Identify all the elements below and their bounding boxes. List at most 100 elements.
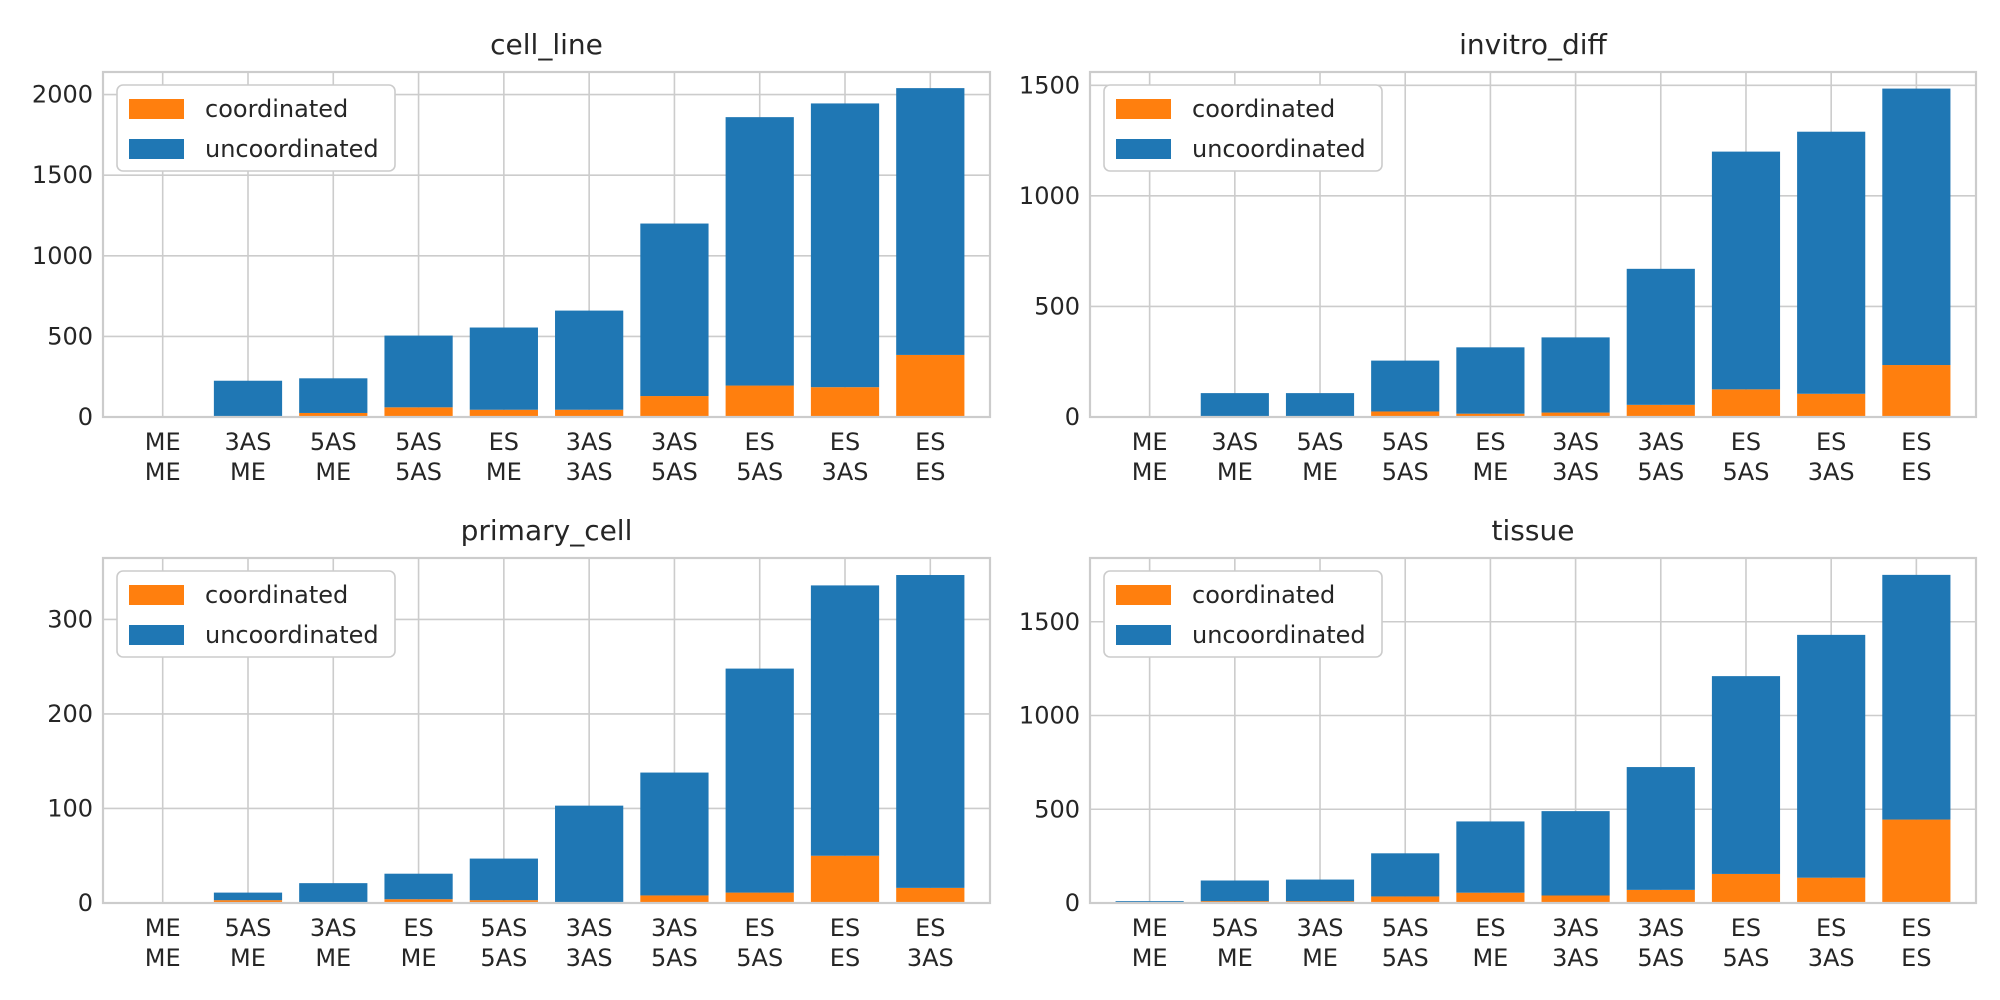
plot-frame bbox=[1088, 70, 1978, 419]
bar-coordinated bbox=[810, 387, 880, 417]
subplot-title: cell_line bbox=[490, 28, 603, 61]
x-tick-label: ME bbox=[230, 458, 266, 486]
y-tick-label: 1000 bbox=[32, 242, 93, 270]
x-tick-label: ES bbox=[1901, 428, 1931, 456]
x-tick-label: 5AS bbox=[480, 944, 527, 972]
subplot-title: primary_cell bbox=[461, 514, 633, 547]
bar-uncoordinated bbox=[469, 327, 538, 410]
x-tick-label: 5AS bbox=[736, 458, 783, 486]
y-tick-label: 1000 bbox=[1019, 182, 1080, 210]
bar-coordinated bbox=[1626, 889, 1695, 903]
x-tick-label: ME bbox=[145, 914, 181, 942]
bar-uncoordinated bbox=[725, 668, 794, 893]
bar-uncoordinated bbox=[384, 335, 453, 408]
bar-coordinated bbox=[896, 887, 965, 903]
x-tick-label: 5AS bbox=[651, 458, 698, 486]
legend-label-uncoordinated: uncoordinated bbox=[1192, 621, 1366, 649]
subplot-invitro_diff: 050010001500MEME3ASME5ASME5AS5ASESME3AS3… bbox=[1019, 28, 1978, 486]
x-tick-label: 3AS bbox=[1637, 428, 1684, 456]
x-tick-label: ME bbox=[145, 944, 181, 972]
y-tick-label: 0 bbox=[78, 403, 93, 431]
x-tick-label: ME bbox=[401, 944, 437, 972]
bar-uncoordinated bbox=[1200, 393, 1269, 417]
legend-swatch-coordinated bbox=[129, 585, 184, 605]
x-tick-label: ES bbox=[915, 458, 945, 486]
x-tick-label: ES bbox=[1901, 914, 1931, 942]
x-tick-label: ES bbox=[745, 914, 775, 942]
x-tick-label: 5AS bbox=[1382, 458, 1429, 486]
x-tick-label: 5AS bbox=[1723, 458, 1770, 486]
bar-coordinated bbox=[1711, 389, 1781, 417]
x-tick-label: 3AS bbox=[1552, 914, 1599, 942]
y-tick-label: 100 bbox=[47, 794, 93, 822]
x-tick-label: 5AS bbox=[736, 944, 783, 972]
y-tick-label: 500 bbox=[47, 322, 93, 350]
bar-uncoordinated bbox=[1285, 393, 1355, 417]
x-tick-label: 3AS bbox=[1552, 944, 1599, 972]
x-tick-label: 3AS bbox=[651, 914, 698, 942]
bar-coordinated bbox=[1456, 892, 1525, 903]
x-tick-label: ME bbox=[1132, 914, 1168, 942]
x-tick-label: ME bbox=[145, 428, 181, 456]
x-tick-label: 3AS bbox=[566, 428, 613, 456]
x-tick-label: ES bbox=[745, 428, 775, 456]
legend-swatch-coordinated bbox=[1116, 585, 1171, 605]
legend-swatch-uncoordinated bbox=[129, 139, 184, 159]
bar-coordinated bbox=[1626, 404, 1695, 417]
x-tick-label: ES bbox=[1475, 428, 1505, 456]
bar-coordinated bbox=[555, 409, 624, 417]
legend-swatch-coordinated bbox=[1116, 99, 1171, 119]
subplot-title: invitro_diff bbox=[1459, 28, 1607, 61]
x-tick-label: ES bbox=[1816, 428, 1846, 456]
bar-coordinated bbox=[213, 900, 283, 903]
bar-coordinated bbox=[1711, 873, 1781, 903]
subplot-cell_line: 0500100015002000MEME3ASME5ASME5AS5ASESME… bbox=[32, 28, 992, 486]
x-tick-label: 5AS bbox=[1382, 944, 1429, 972]
x-tick-label: 3AS bbox=[1552, 458, 1599, 486]
bar-uncoordinated bbox=[1285, 879, 1355, 902]
bar-coordinated bbox=[640, 895, 709, 903]
legend: coordinated uncoordinated bbox=[116, 570, 396, 658]
x-tick-label: 5AS bbox=[480, 914, 527, 942]
bar-uncoordinated bbox=[810, 103, 880, 388]
x-tick-label: 5AS bbox=[1637, 944, 1684, 972]
x-tick-label: 3AS bbox=[1552, 428, 1599, 456]
x-tick-label: ES bbox=[830, 914, 860, 942]
bar-uncoordinated bbox=[1115, 901, 1184, 903]
bar-coordinated bbox=[640, 396, 709, 417]
y-tick-label: 1500 bbox=[1019, 608, 1080, 636]
bar-coordinated bbox=[1541, 412, 1610, 417]
bar-uncoordinated bbox=[213, 380, 283, 417]
y-tick-label: 1500 bbox=[1019, 71, 1080, 99]
legend-swatch-uncoordinated bbox=[1116, 139, 1171, 159]
plot-frame bbox=[1088, 556, 1978, 905]
bar-uncoordinated bbox=[1882, 88, 1951, 366]
bar-coordinated bbox=[1882, 819, 1951, 903]
bar-uncoordinated bbox=[299, 883, 368, 903]
y-tick-label: 500 bbox=[1034, 292, 1080, 320]
y-tick-label: 0 bbox=[1065, 889, 1080, 917]
bar-uncoordinated bbox=[1541, 337, 1610, 413]
bar-uncoordinated bbox=[1882, 574, 1951, 820]
bar-coordinated bbox=[810, 855, 880, 903]
bar-coordinated bbox=[1797, 393, 1866, 417]
bar-coordinated bbox=[1882, 365, 1951, 417]
legend-swatch-coordinated bbox=[129, 99, 184, 119]
bar-coordinated bbox=[1797, 877, 1866, 903]
bar-uncoordinated bbox=[1371, 360, 1440, 412]
x-tick-label: 3AS bbox=[651, 428, 698, 456]
bar-uncoordinated bbox=[1456, 821, 1525, 893]
x-tick-label: 5AS bbox=[1382, 428, 1429, 456]
x-tick-label: ME bbox=[486, 458, 522, 486]
legend-label-uncoordinated: uncoordinated bbox=[1192, 135, 1366, 163]
x-tick-label: 3AS bbox=[1211, 428, 1258, 456]
bar-uncoordinated bbox=[1626, 268, 1695, 405]
x-tick-label: 5AS bbox=[1723, 944, 1770, 972]
bar-uncoordinated bbox=[213, 892, 283, 901]
x-tick-label: ES bbox=[1731, 428, 1761, 456]
x-tick-label: ME bbox=[1132, 458, 1168, 486]
legend-label-uncoordinated: uncoordinated bbox=[205, 135, 379, 163]
legend-label-coordinated: coordinated bbox=[205, 581, 348, 609]
bar-uncoordinated bbox=[1626, 767, 1695, 890]
x-tick-label: 5AS bbox=[395, 428, 442, 456]
